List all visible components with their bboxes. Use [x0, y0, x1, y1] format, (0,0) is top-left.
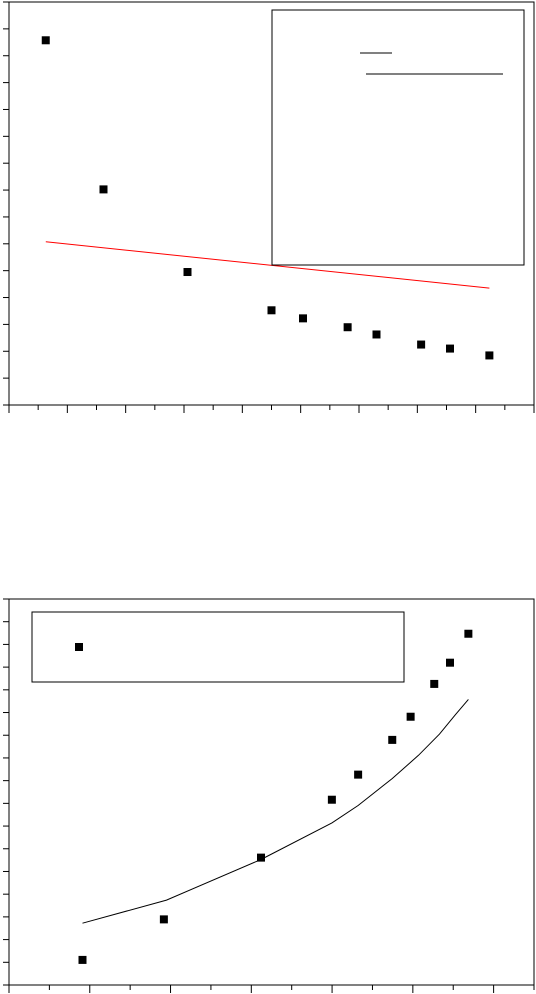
data-point: [327, 795, 336, 804]
data-point: [343, 323, 352, 332]
plot-frame: [8, 598, 535, 986]
data-point: [257, 853, 265, 862]
data-point: [159, 915, 168, 924]
fit-line: [82, 699, 469, 924]
data-point: [299, 314, 307, 323]
data-point: [267, 306, 276, 315]
data-point: [354, 770, 363, 779]
data-point: [417, 340, 426, 349]
data-point: [446, 344, 454, 353]
data-point: [388, 735, 397, 744]
data-point: [430, 679, 439, 688]
bottom-scatter-chart: [3, 598, 535, 993]
data-point: [485, 351, 494, 360]
legend-marker: [75, 643, 83, 651]
top-scatter-chart: [3, 1, 535, 413]
data-point: [464, 629, 473, 638]
fit-line: [45, 241, 490, 289]
data-point: [406, 712, 415, 721]
data-point: [183, 268, 192, 277]
data-point: [372, 330, 381, 339]
legend-box: [31, 611, 405, 683]
legend-box: [271, 9, 525, 266]
data-point: [99, 185, 108, 194]
data-point: [446, 658, 454, 667]
data-point: [78, 955, 87, 964]
data-point: [41, 36, 50, 45]
